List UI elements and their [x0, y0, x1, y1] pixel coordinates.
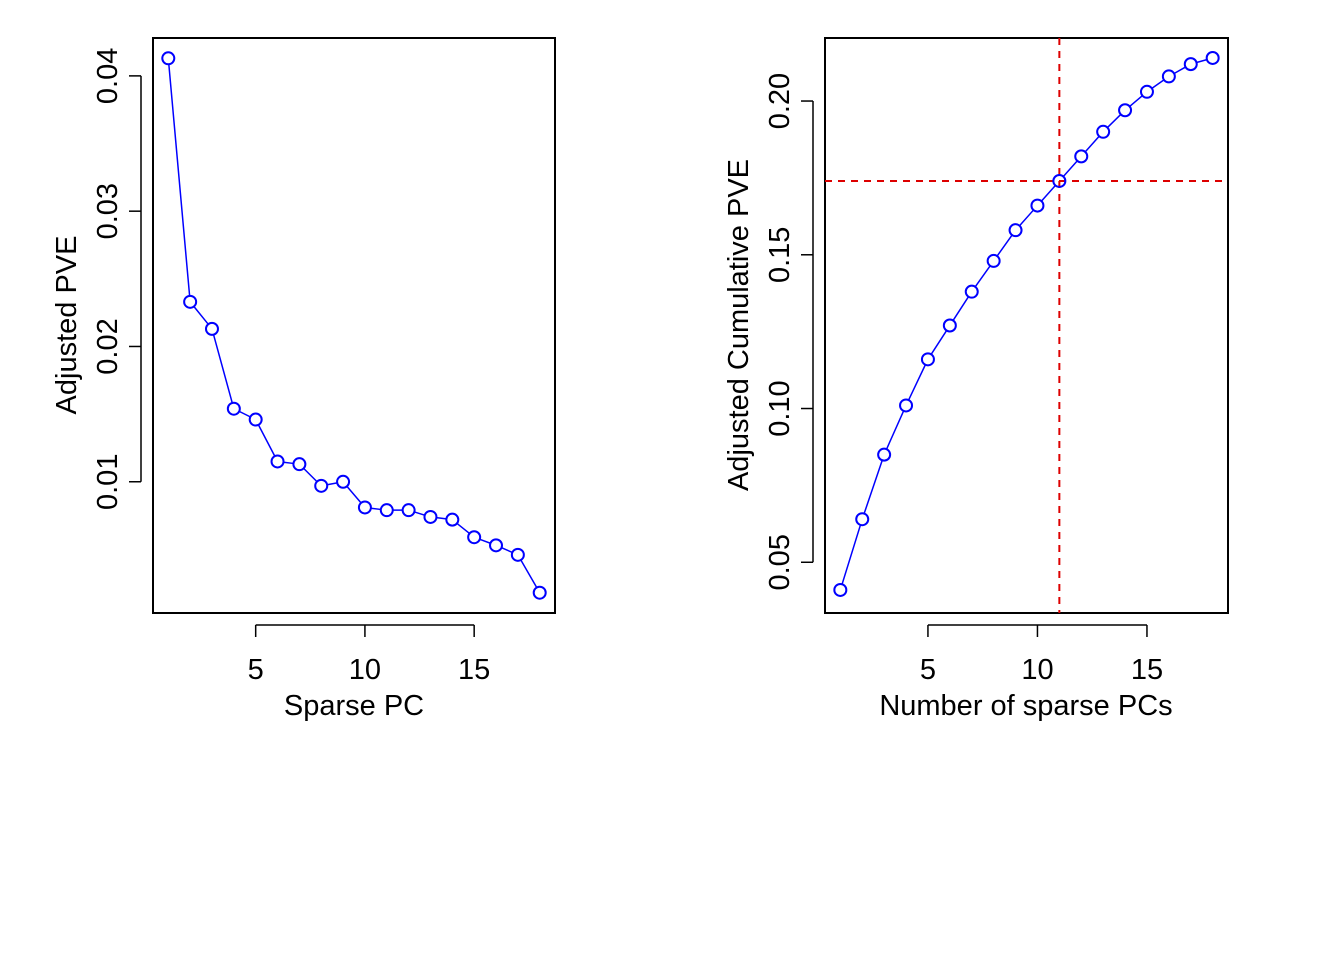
data-point — [1183, 57, 1198, 72]
data-point — [1096, 124, 1111, 139]
y-axis-title: Adjusted Cumulative PVE — [723, 159, 755, 491]
data-point — [833, 582, 848, 597]
series-line — [841, 58, 1208, 585]
x-tick-label: 5 — [248, 654, 264, 686]
data-point — [964, 284, 979, 299]
chart-panel-adjusted-pve: 5 10 15 0.01 0.02 0.03 0.04 Sparse PC Adjusted… — [51, 37, 556, 722]
data-point — [357, 500, 372, 515]
x-tick-label: 10 — [1021, 654, 1053, 686]
y-tick-label: 0.01 — [92, 454, 124, 510]
data-point — [1205, 50, 1220, 65]
data-point — [204, 321, 219, 336]
plot-frame — [152, 37, 556, 614]
data-point — [1008, 223, 1023, 238]
data-point — [855, 512, 870, 527]
series-line — [168, 64, 538, 588]
data-point — [1052, 173, 1067, 188]
x-axis-title: Sparse PC — [284, 690, 424, 722]
data-point — [942, 318, 957, 333]
data-point — [986, 253, 1001, 268]
x-tick-label: 15 — [458, 654, 490, 686]
data-point — [1161, 69, 1176, 84]
x-tick-label: 5 — [920, 654, 936, 686]
chart-panel-adjusted-cumulative-pve: 5 10 15 0.05 0.10 0.15 0.20 Number of sparse P… — [723, 37, 1229, 722]
data-point — [877, 447, 892, 462]
chart-marks: 5 10 15 0.01 0.02 0.03 0.04 — [92, 48, 547, 686]
data-point — [401, 503, 416, 518]
data-point — [292, 457, 307, 472]
y-tick-label: 0.03 — [92, 183, 124, 239]
y-tick-label: 0.04 — [92, 48, 124, 104]
y-axis-title: Adjusted PVE — [51, 236, 83, 415]
data-point — [314, 478, 329, 493]
data-point — [899, 398, 914, 413]
x-tick-label: 15 — [1131, 654, 1163, 686]
y-tick-label: 0.05 — [764, 534, 796, 590]
data-point — [1030, 198, 1045, 213]
data-point — [423, 509, 438, 524]
data-point — [1139, 84, 1154, 99]
data-point — [336, 474, 351, 489]
data-point — [467, 530, 482, 545]
plot-frame — [824, 37, 1229, 614]
data-point — [248, 412, 263, 427]
data-point — [161, 51, 176, 66]
chart-marks: 5 10 15 0.05 0.10 0.15 0.20 — [764, 38, 1228, 686]
data-point — [379, 503, 394, 518]
data-point — [532, 585, 547, 600]
data-point — [226, 401, 241, 416]
data-point — [489, 538, 504, 553]
y-tick-label: 0.10 — [764, 380, 796, 436]
data-point — [1074, 149, 1089, 164]
data-point — [1118, 103, 1133, 118]
data-point — [445, 512, 460, 527]
y-tick-label: 0.20 — [764, 73, 796, 129]
x-axis-title: Number of sparse PCs — [879, 690, 1172, 722]
y-tick-label: 0.15 — [764, 227, 796, 283]
data-point — [270, 454, 285, 469]
data-point — [510, 547, 525, 562]
data-point — [183, 294, 198, 309]
y-tick-label: 0.02 — [92, 318, 124, 374]
x-tick-label: 10 — [349, 654, 381, 686]
data-point — [920, 352, 935, 367]
